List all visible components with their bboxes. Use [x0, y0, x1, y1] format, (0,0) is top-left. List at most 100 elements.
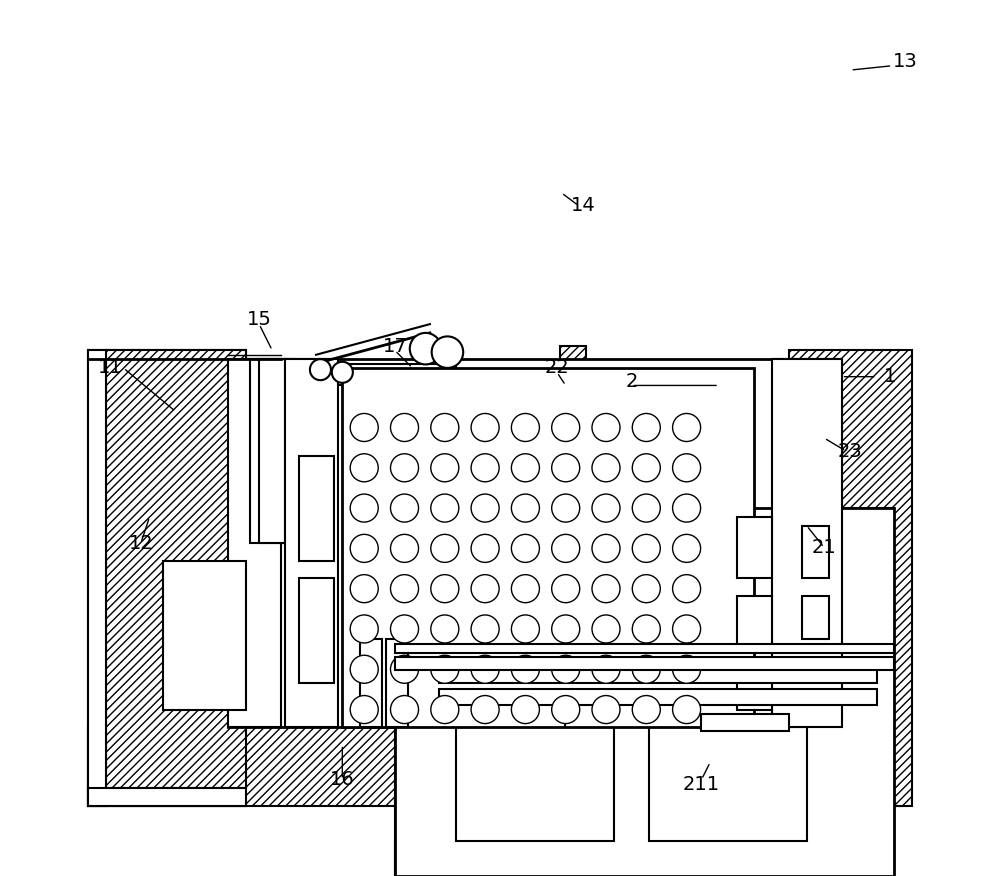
Circle shape: [471, 413, 499, 442]
Circle shape: [673, 454, 701, 482]
Circle shape: [471, 534, 499, 562]
Circle shape: [390, 696, 419, 724]
Bar: [88, 727, 903, 806]
Text: 2: 2: [625, 371, 638, 391]
Circle shape: [592, 413, 620, 442]
Circle shape: [552, 534, 580, 562]
Bar: [560, 346, 586, 381]
Text: 23: 23: [838, 442, 863, 461]
Bar: [250, 359, 294, 543]
Circle shape: [632, 575, 660, 603]
Bar: [395, 657, 894, 670]
Circle shape: [511, 615, 539, 643]
Circle shape: [632, 655, 660, 683]
Circle shape: [511, 413, 539, 442]
Bar: [802, 526, 828, 578]
Bar: [737, 666, 772, 710]
Circle shape: [673, 534, 701, 562]
Circle shape: [431, 454, 459, 482]
Text: 1: 1: [884, 367, 896, 386]
Bar: [88, 788, 246, 806]
Circle shape: [552, 575, 580, 603]
Bar: [456, 727, 614, 841]
Bar: [789, 350, 912, 806]
Bar: [228, 359, 798, 727]
Circle shape: [511, 454, 539, 482]
Circle shape: [350, 454, 378, 482]
Circle shape: [632, 494, 660, 522]
Circle shape: [632, 696, 660, 724]
Bar: [88, 350, 246, 806]
Bar: [299, 364, 456, 385]
Bar: [833, 508, 894, 876]
Circle shape: [592, 534, 620, 562]
Bar: [395, 644, 894, 653]
Circle shape: [390, 454, 419, 482]
Circle shape: [350, 575, 378, 603]
Circle shape: [511, 575, 539, 603]
Circle shape: [552, 413, 580, 442]
Circle shape: [350, 615, 378, 643]
Circle shape: [390, 494, 419, 522]
Text: 11: 11: [98, 358, 123, 378]
Text: 21: 21: [812, 538, 836, 557]
Bar: [228, 359, 281, 727]
Circle shape: [471, 655, 499, 683]
Circle shape: [632, 413, 660, 442]
Circle shape: [431, 615, 459, 643]
Circle shape: [592, 655, 620, 683]
Bar: [701, 714, 789, 731]
Circle shape: [592, 494, 620, 522]
Bar: [259, 359, 285, 543]
Circle shape: [552, 494, 580, 522]
Circle shape: [410, 333, 441, 364]
Text: 22: 22: [545, 358, 569, 378]
Text: 16: 16: [330, 770, 355, 789]
Bar: [772, 359, 842, 727]
Circle shape: [350, 534, 378, 562]
Bar: [342, 368, 754, 727]
Circle shape: [552, 655, 580, 683]
Circle shape: [511, 696, 539, 724]
Bar: [395, 841, 894, 876]
Circle shape: [673, 575, 701, 603]
Bar: [802, 596, 828, 639]
Bar: [395, 508, 894, 876]
Bar: [106, 350, 246, 788]
Circle shape: [431, 534, 459, 562]
Bar: [737, 596, 772, 648]
Bar: [285, 359, 338, 727]
Bar: [439, 668, 877, 683]
Circle shape: [673, 413, 701, 442]
Circle shape: [390, 615, 419, 643]
Circle shape: [431, 655, 459, 683]
Circle shape: [673, 696, 701, 724]
Bar: [548, 668, 583, 705]
Bar: [439, 689, 877, 705]
Circle shape: [673, 494, 701, 522]
Bar: [649, 727, 807, 841]
Circle shape: [673, 655, 701, 683]
Circle shape: [592, 696, 620, 724]
Text: 211: 211: [683, 774, 720, 794]
Circle shape: [511, 655, 539, 683]
Circle shape: [592, 615, 620, 643]
Circle shape: [632, 454, 660, 482]
Circle shape: [632, 615, 660, 643]
Circle shape: [632, 534, 660, 562]
Circle shape: [431, 413, 459, 442]
Circle shape: [471, 615, 499, 643]
Circle shape: [552, 696, 580, 724]
Circle shape: [592, 454, 620, 482]
Circle shape: [350, 655, 378, 683]
Text: 14: 14: [571, 196, 596, 215]
Bar: [163, 561, 246, 710]
Bar: [360, 639, 382, 727]
Bar: [772, 359, 842, 727]
Circle shape: [673, 615, 701, 643]
Text: 12: 12: [128, 533, 153, 553]
Circle shape: [332, 362, 353, 383]
Circle shape: [390, 413, 419, 442]
Bar: [737, 517, 772, 578]
Circle shape: [390, 575, 419, 603]
